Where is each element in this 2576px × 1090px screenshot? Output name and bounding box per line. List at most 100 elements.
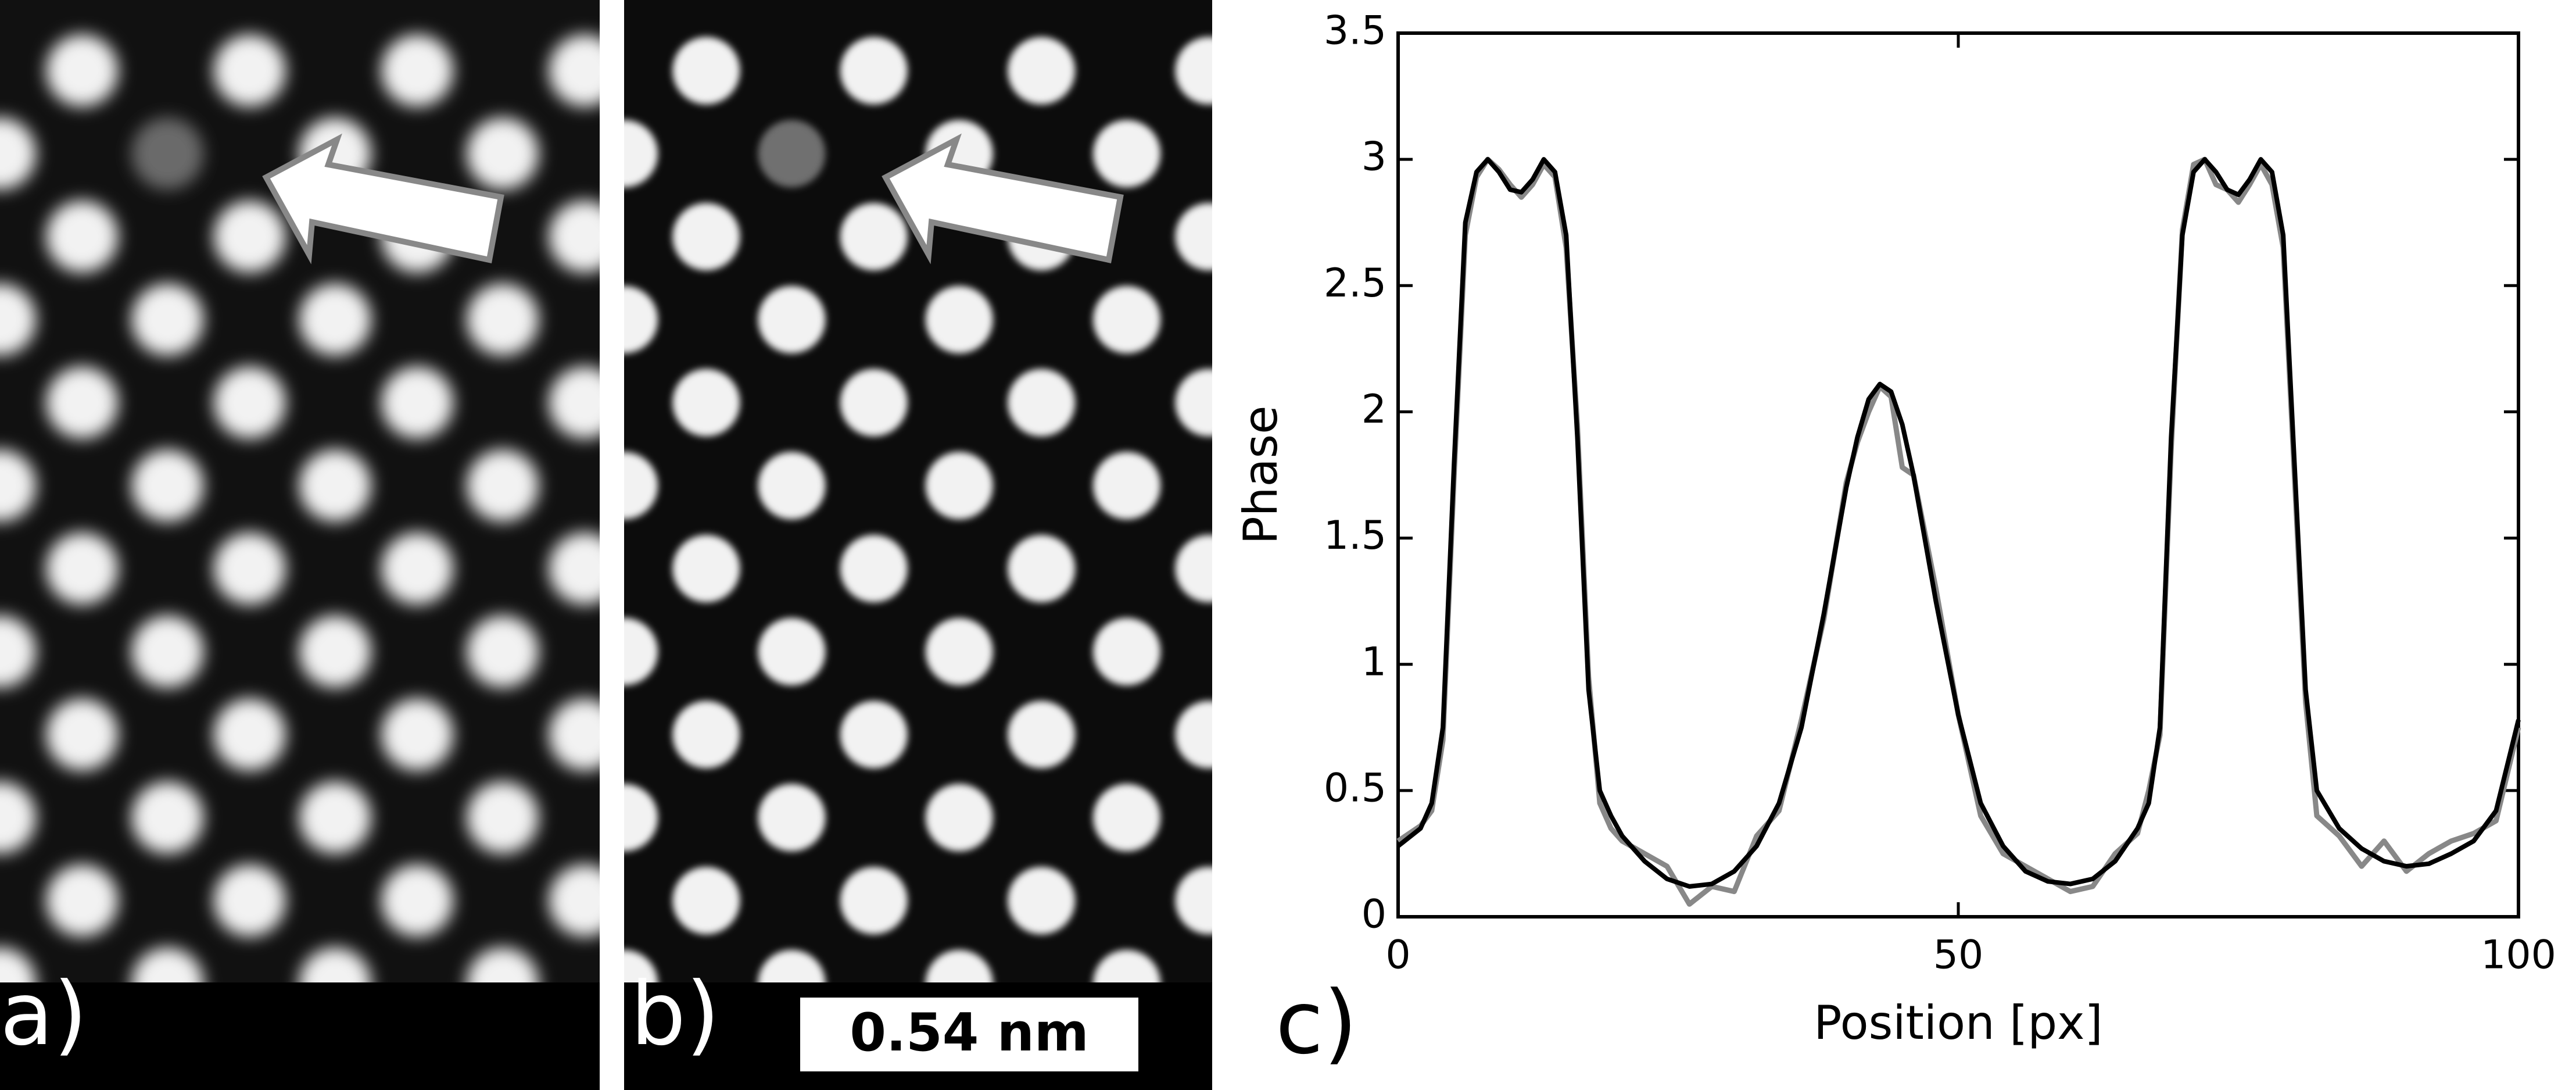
atom — [624, 949, 658, 982]
atom — [1093, 120, 1161, 188]
atom — [1008, 369, 1076, 437]
atom — [1008, 867, 1076, 935]
atom — [758, 617, 826, 685]
atom — [213, 533, 286, 605]
atom — [672, 37, 740, 105]
y-tick-label: 0.5 — [1324, 765, 1386, 811]
y-axis-label: Phase — [1234, 406, 1288, 545]
atom — [549, 201, 600, 273]
atom — [1093, 452, 1161, 520]
atom — [624, 784, 658, 852]
atom — [299, 283, 371, 356]
atom — [0, 781, 36, 854]
atom — [840, 203, 908, 271]
atom — [624, 120, 658, 188]
atom — [381, 34, 454, 107]
atom — [925, 949, 993, 982]
atom — [0, 615, 36, 688]
atom — [0, 117, 36, 190]
atom — [131, 781, 204, 854]
atom — [758, 285, 826, 353]
atom — [131, 117, 204, 190]
y-tick-label: 1 — [1362, 639, 1386, 685]
atom — [1093, 949, 1161, 982]
x-axis-label: Position [px] — [1814, 996, 2102, 1050]
atom — [213, 34, 286, 107]
panel-label: c) — [1276, 973, 1357, 1074]
atom — [213, 201, 286, 273]
y-tick-label: 2 — [1362, 387, 1386, 433]
plot-area — [1396, 31, 2520, 919]
atom — [0, 947, 36, 982]
atom — [299, 449, 371, 522]
panel-label: b) — [630, 964, 720, 1065]
atom — [131, 449, 204, 522]
atom — [549, 533, 600, 605]
x-tick-label: 100 — [2481, 932, 2556, 978]
atom — [758, 784, 826, 852]
atom — [840, 369, 908, 437]
atom — [549, 366, 600, 439]
atom — [1175, 203, 1212, 271]
atom — [131, 615, 204, 688]
lattice-a — [0, 34, 600, 982]
atom — [46, 201, 119, 273]
atom — [758, 452, 826, 520]
lattice-b — [624, 37, 1212, 982]
x-tick-label: 0 — [1385, 932, 1410, 978]
atom — [1175, 369, 1212, 437]
atom — [1008, 535, 1076, 603]
atom — [840, 37, 908, 105]
atom — [467, 117, 539, 190]
atom — [549, 864, 600, 937]
atom — [840, 701, 908, 769]
atom — [1175, 37, 1212, 105]
atom — [758, 120, 826, 188]
atom — [840, 867, 908, 935]
atom — [381, 533, 454, 605]
panel-a-band — [0, 982, 600, 1090]
atom — [1008, 37, 1076, 105]
y-tick-label: 0 — [1362, 892, 1386, 938]
atom — [840, 535, 908, 603]
atom — [467, 449, 539, 522]
atom — [381, 698, 454, 771]
atom — [299, 781, 371, 854]
atom — [672, 867, 740, 935]
atom — [0, 449, 36, 522]
atom — [1093, 617, 1161, 685]
chart: 0 0.5 1 1.5 2 2.5 3 3.5 0 50 100 Position [px] Phase — [1234, 8, 2556, 1050]
y-tick-label: 3.5 — [1324, 8, 1386, 54]
atom — [46, 533, 119, 605]
atom — [549, 34, 600, 107]
atom — [381, 864, 454, 937]
atom — [299, 947, 371, 982]
atom — [624, 452, 658, 520]
atom — [1175, 701, 1212, 769]
atom — [1093, 285, 1161, 353]
atom — [624, 285, 658, 353]
y-tick-label: 2.5 — [1324, 260, 1386, 306]
atom — [925, 617, 993, 685]
atom — [1175, 535, 1212, 603]
atom — [1093, 784, 1161, 852]
atom — [925, 285, 993, 353]
arrow-b — [882, 133, 1124, 265]
atom — [213, 864, 286, 937]
arrow-a — [262, 133, 504, 265]
atom — [46, 366, 119, 439]
x-tick-label: 50 — [1933, 932, 1984, 978]
atom — [1008, 701, 1076, 769]
atom — [549, 698, 600, 771]
atom — [758, 949, 826, 982]
atom — [213, 698, 286, 771]
atom — [925, 784, 993, 852]
y-tick-label: 3 — [1362, 134, 1386, 180]
atom — [925, 452, 993, 520]
atom — [672, 369, 740, 437]
panel-label: a) — [0, 964, 87, 1065]
atom — [131, 947, 204, 982]
atom — [0, 283, 36, 356]
atom — [467, 947, 539, 982]
